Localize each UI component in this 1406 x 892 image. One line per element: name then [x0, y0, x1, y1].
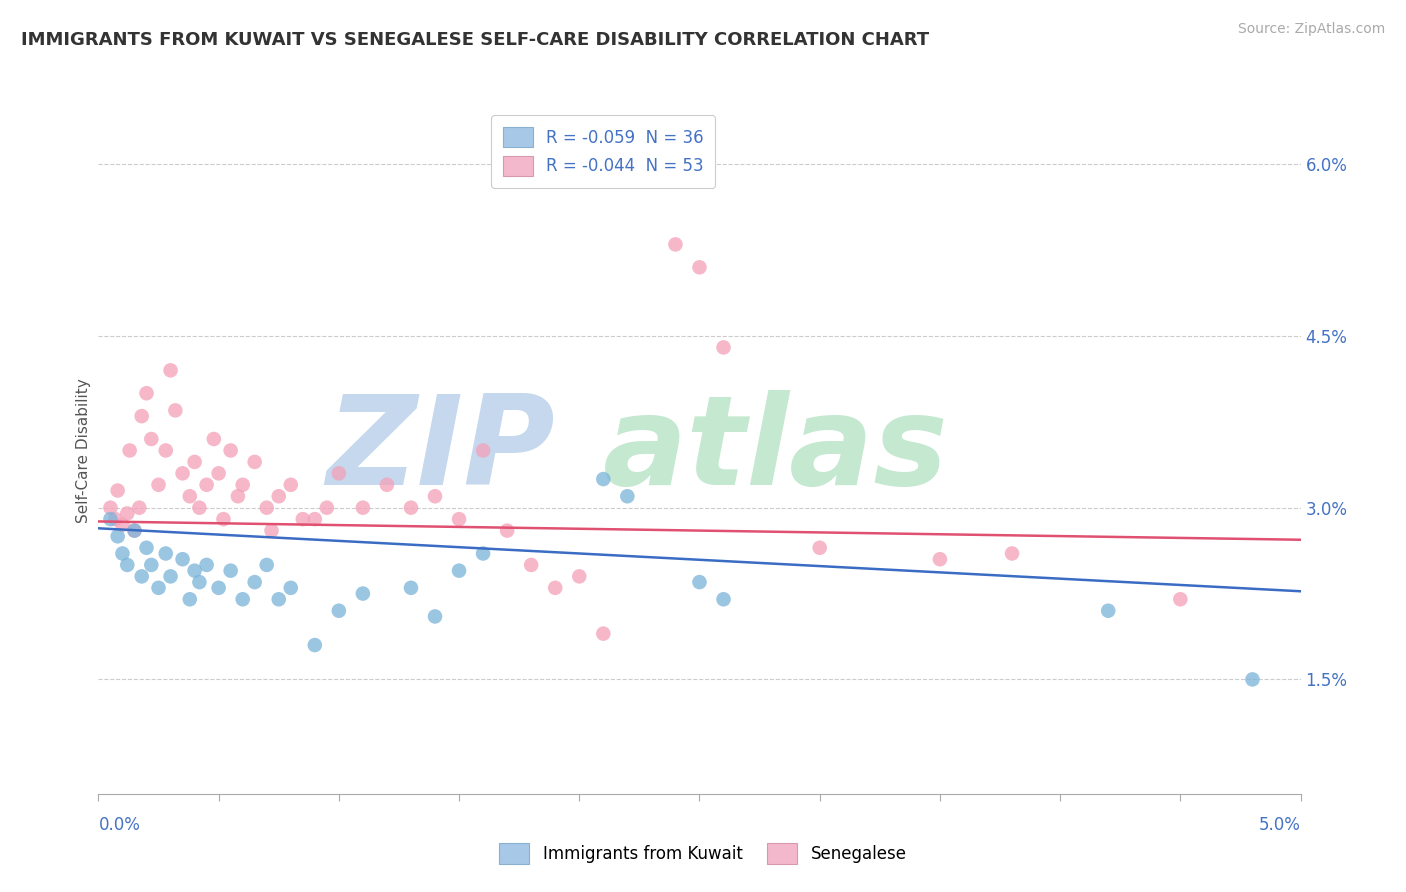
Point	[592, 472, 614, 486]
Point	[352, 500, 374, 515]
Point	[689, 575, 711, 590]
Point	[1001, 546, 1024, 561]
Point	[202, 432, 225, 446]
Point	[328, 604, 350, 618]
Point	[183, 455, 205, 469]
Text: atlas: atlas	[603, 390, 949, 511]
Point	[616, 489, 638, 503]
Point	[713, 592, 735, 607]
Point	[195, 478, 218, 492]
Point	[104, 512, 127, 526]
Point	[1241, 673, 1264, 687]
Text: ZIP: ZIP	[326, 390, 555, 511]
Point	[520, 558, 543, 572]
Point	[159, 569, 181, 583]
Legend: Immigrants from Kuwait, Senegalese: Immigrants from Kuwait, Senegalese	[492, 837, 914, 871]
Point	[472, 546, 495, 561]
Point	[124, 524, 146, 538]
Point	[544, 581, 567, 595]
Point	[808, 541, 831, 555]
Point	[232, 592, 254, 607]
Point	[155, 546, 177, 561]
Point	[568, 569, 591, 583]
Legend: R = -0.059  N = 36, R = -0.044  N = 53: R = -0.059 N = 36, R = -0.044 N = 53	[491, 115, 716, 187]
Text: 5.0%: 5.0%	[1258, 816, 1301, 834]
Point	[226, 489, 249, 503]
Point	[148, 581, 170, 595]
Point	[929, 552, 952, 566]
Point	[179, 489, 201, 503]
Point	[188, 575, 211, 590]
Point	[472, 443, 495, 458]
Point	[179, 592, 201, 607]
Point	[267, 489, 290, 503]
Point	[423, 609, 446, 624]
Point	[128, 500, 150, 515]
Point	[304, 512, 326, 526]
Point	[141, 558, 163, 572]
Point	[399, 500, 422, 515]
Point	[131, 409, 153, 424]
Point	[243, 455, 266, 469]
Point	[155, 443, 177, 458]
Point	[219, 443, 242, 458]
Point	[447, 512, 470, 526]
Point	[260, 524, 283, 538]
Point	[352, 586, 374, 600]
Point	[219, 564, 242, 578]
Point	[1097, 604, 1119, 618]
Point	[304, 638, 326, 652]
Point	[172, 552, 194, 566]
Point	[243, 575, 266, 590]
Point	[118, 443, 141, 458]
Point	[315, 500, 337, 515]
Point	[159, 363, 181, 377]
Point	[423, 489, 446, 503]
Point	[232, 478, 254, 492]
Point	[148, 478, 170, 492]
Point	[399, 581, 422, 595]
Point	[447, 564, 470, 578]
Point	[280, 478, 302, 492]
Point	[375, 478, 398, 492]
Point	[165, 403, 187, 417]
Point	[496, 524, 519, 538]
Point	[135, 541, 157, 555]
Point	[107, 529, 129, 543]
Point	[111, 546, 134, 561]
Point	[195, 558, 218, 572]
Point	[100, 500, 122, 515]
Point	[208, 467, 231, 481]
Point	[592, 626, 614, 640]
Text: IMMIGRANTS FROM KUWAIT VS SENEGALESE SELF-CARE DISABILITY CORRELATION CHART: IMMIGRANTS FROM KUWAIT VS SENEGALESE SEL…	[21, 31, 929, 49]
Point	[1170, 592, 1192, 607]
Point	[117, 558, 139, 572]
Point	[188, 500, 211, 515]
Point	[117, 507, 139, 521]
Text: 0.0%: 0.0%	[98, 816, 141, 834]
Point	[689, 260, 711, 275]
Point	[135, 386, 157, 401]
Point	[256, 500, 278, 515]
Point	[111, 517, 134, 532]
Point	[291, 512, 314, 526]
Text: Source: ZipAtlas.com: Source: ZipAtlas.com	[1237, 22, 1385, 37]
Point	[131, 569, 153, 583]
Point	[208, 581, 231, 595]
Point	[280, 581, 302, 595]
Point	[183, 564, 205, 578]
Point	[100, 512, 122, 526]
Point	[212, 512, 235, 526]
Y-axis label: Self-Care Disability: Self-Care Disability	[76, 378, 91, 523]
Point	[256, 558, 278, 572]
Point	[141, 432, 163, 446]
Point	[328, 467, 350, 481]
Point	[124, 524, 146, 538]
Point	[664, 237, 686, 252]
Point	[172, 467, 194, 481]
Point	[267, 592, 290, 607]
Point	[107, 483, 129, 498]
Point	[713, 340, 735, 354]
